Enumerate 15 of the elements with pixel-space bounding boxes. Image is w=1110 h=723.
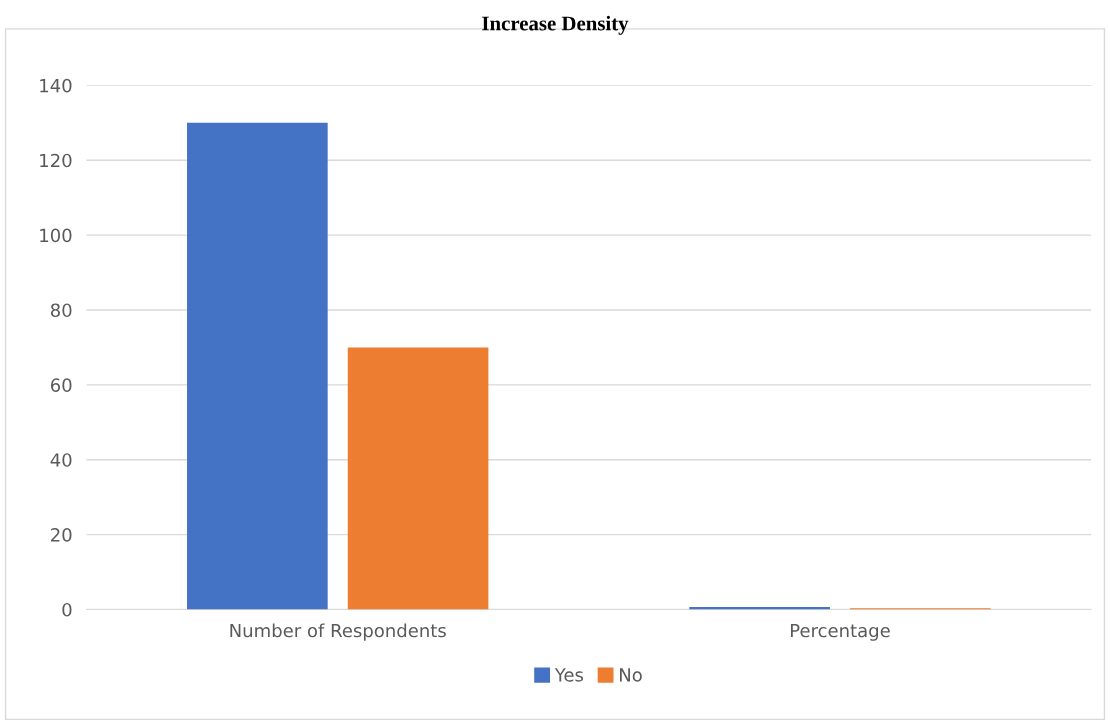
y-tick-label: 20 (51, 528, 72, 542)
y-tick-label: 60 (50, 378, 72, 392)
bar (187, 122, 328, 610)
y-tick-label: 40 (50, 453, 72, 467)
y-tick-label: 140 (40, 78, 72, 93)
legend-label: Yes (554, 668, 584, 682)
y-tick-label: 80 (50, 303, 72, 318)
x-tick-label: Number of Respondents (230, 623, 446, 641)
chart-title: Increase Density (482, 15, 629, 35)
bar (347, 347, 489, 610)
y-tick-label: 120 (40, 153, 72, 168)
x-tick-label: Percentage (790, 623, 890, 641)
y-tick-label: 100 (40, 228, 72, 243)
legend-label: No (620, 668, 642, 682)
y-tick-label: 0 (62, 602, 72, 617)
